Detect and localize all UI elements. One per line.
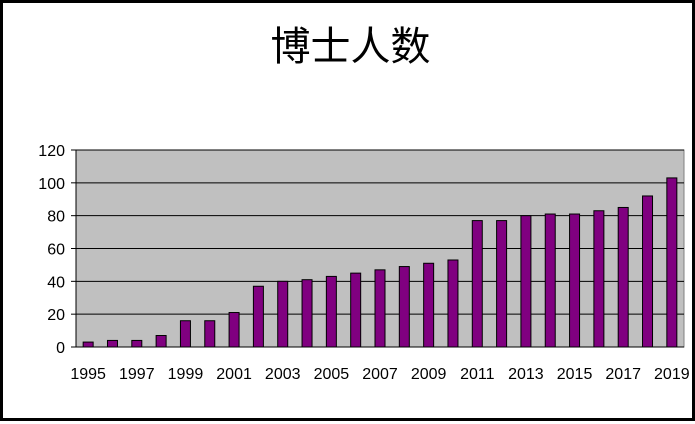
bar-1998 bbox=[155, 335, 167, 348]
y-tick-label: 40 bbox=[47, 274, 65, 291]
y-tick-label: 100 bbox=[38, 176, 65, 193]
x-tick-label: 2007 bbox=[362, 366, 398, 383]
y-axis-labels: 0 20 40 60 80 100 120 bbox=[38, 143, 65, 357]
bar-2018 bbox=[642, 195, 654, 348]
bar-2008 bbox=[398, 266, 410, 348]
x-tick-label: 1997 bbox=[119, 366, 155, 383]
x-tick-label: 2015 bbox=[557, 366, 593, 383]
chart-title: 博士人数 bbox=[270, 24, 431, 70]
bar-2013 bbox=[520, 215, 532, 348]
x-tick-label: 2005 bbox=[314, 366, 350, 383]
bar-2006 bbox=[350, 272, 362, 348]
y-tick-label: 120 bbox=[38, 143, 65, 160]
x-tick-label: 2009 bbox=[411, 366, 447, 383]
bar-2019 bbox=[666, 177, 678, 348]
x-tick-label: 2017 bbox=[605, 366, 641, 383]
bar-2012 bbox=[496, 220, 508, 348]
x-tick-label: 2001 bbox=[216, 366, 252, 383]
bar-2003 bbox=[277, 280, 289, 348]
bar-2009 bbox=[423, 262, 435, 348]
bar-1997 bbox=[131, 339, 143, 348]
bar-2005 bbox=[325, 275, 337, 348]
bar-1999 bbox=[179, 320, 191, 348]
x-tick-label: 2013 bbox=[508, 366, 544, 383]
x-tick-label: 2019 bbox=[654, 366, 690, 383]
bar-1995 bbox=[82, 341, 94, 348]
x-tick-label: 1999 bbox=[168, 366, 204, 383]
bar-2007 bbox=[374, 269, 386, 348]
bar-2016 bbox=[593, 210, 605, 348]
chart-svg: 0 20 40 60 80 100 120 1995 1997 1999 2001 2003 2005… bbox=[38, 143, 689, 383]
x-axis-labels: 1995 1997 1999 2001 2003 2005 2007 2009 2011 2013… bbox=[70, 366, 689, 383]
bar-1996 bbox=[106, 339, 118, 348]
y-tick-label: 20 bbox=[47, 307, 65, 324]
bar-2002 bbox=[252, 285, 264, 348]
x-tick-label: 2011 bbox=[460, 366, 495, 383]
bar-2011 bbox=[471, 220, 483, 348]
bar-2015 bbox=[569, 213, 581, 348]
y-tick-label: 60 bbox=[47, 242, 65, 259]
y-tick-label: 80 bbox=[47, 209, 65, 226]
bar-2000 bbox=[204, 320, 216, 348]
bar-2004 bbox=[301, 279, 313, 348]
bar-2010 bbox=[447, 259, 459, 348]
bar-2014 bbox=[544, 213, 556, 348]
y-tick-label: 0 bbox=[56, 340, 65, 357]
x-tick-label: 2003 bbox=[265, 366, 301, 383]
bar-2001 bbox=[228, 312, 240, 348]
bar-2017 bbox=[617, 206, 629, 348]
x-tick-label: 1995 bbox=[70, 366, 106, 383]
